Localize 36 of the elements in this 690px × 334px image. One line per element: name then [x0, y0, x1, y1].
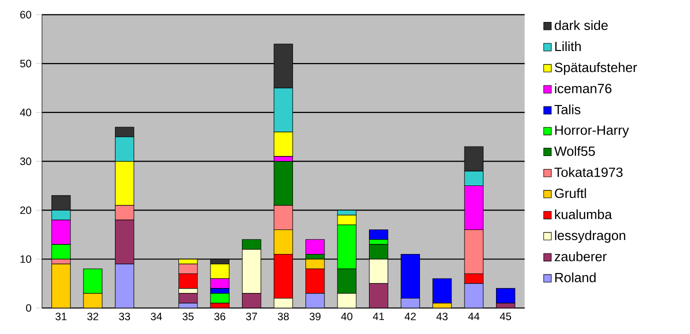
legend-label: zauberer	[554, 251, 607, 262]
x-tick-label: 40	[341, 312, 352, 320]
legend-label: Talis	[554, 104, 580, 114]
x-tick-label: 32	[87, 312, 98, 320]
x-tick-label: 33	[119, 312, 130, 320]
legend-label: iceman76	[555, 83, 612, 94]
x-tick-label: 34	[150, 312, 162, 320]
x-tick-label: 31	[56, 312, 66, 320]
x-tick-label: 38	[278, 312, 289, 320]
x-tick-label: 43	[436, 312, 448, 320]
x-tick-label: 36	[214, 312, 226, 320]
legend-label: Wolf55	[554, 146, 595, 156]
legend-label: Lilith	[555, 41, 581, 52]
y-tick-label: 20	[20, 206, 32, 214]
y-tick-label: 50	[20, 60, 32, 68]
legend-label: Roland	[555, 272, 596, 282]
legend-label: lessydragon	[555, 230, 626, 243]
y-tick-label: 40	[20, 108, 32, 116]
legend-label: Spätaufsteher	[554, 62, 637, 75]
x-tick-label: 39	[310, 312, 321, 320]
x-tick-label: 45	[500, 312, 512, 320]
legend-label: Gruftl	[554, 188, 586, 198]
x-tick-label: 42	[404, 312, 416, 320]
y-tick-label: 0	[26, 304, 32, 312]
y-tick-label: 10	[20, 255, 32, 263]
x-tick-label: 35	[182, 312, 194, 320]
x-tick-label: 41	[372, 312, 384, 320]
y-tick-label: 30	[20, 158, 32, 166]
bar	[368, 230, 388, 240]
x-tick-label: 37	[246, 312, 257, 320]
legend-label: kualumba	[555, 209, 612, 220]
legend-label: Tokata1973	[554, 167, 623, 177]
y-tick-label: 60	[20, 10, 32, 18]
x-tick-label: 44	[468, 312, 480, 320]
legend-label: Horror-Harry	[555, 126, 629, 138]
legend-label: dark side	[554, 20, 608, 30]
